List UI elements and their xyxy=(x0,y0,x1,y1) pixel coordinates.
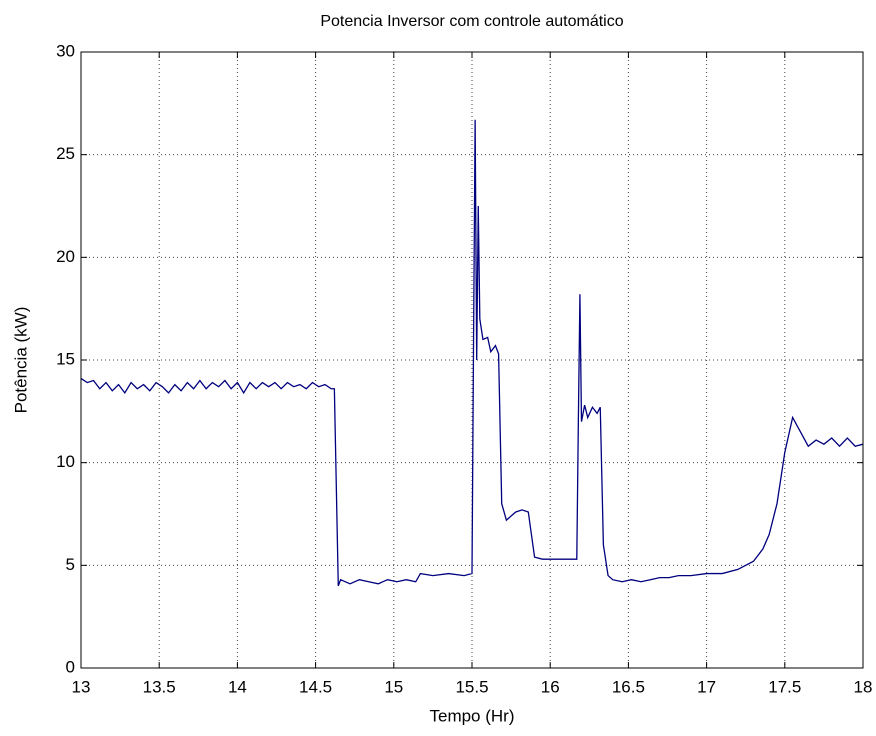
x-tick-label: 17 xyxy=(697,677,716,696)
x-tick-label: 16 xyxy=(541,677,560,696)
x-axis-label: Tempo (Hr) xyxy=(429,706,514,725)
y-tick-label: 30 xyxy=(56,41,75,60)
x-tick-label: 15 xyxy=(384,677,403,696)
y-tick-label: 0 xyxy=(66,657,75,676)
y-tick-label: 15 xyxy=(56,349,75,368)
x-tick-label: 14 xyxy=(228,677,247,696)
y-axis-label: Potência (kW) xyxy=(11,307,30,414)
y-tick-label: 5 xyxy=(66,555,75,574)
y-tick-label: 20 xyxy=(56,247,75,266)
x-tick-label: 13.5 xyxy=(143,677,176,696)
chart-title: Potencia Inversor com controle automátic… xyxy=(320,13,623,30)
x-tick-label: 17.5 xyxy=(768,677,801,696)
x-tick-label: 14.5 xyxy=(299,677,332,696)
x-tick-label: 15.5 xyxy=(455,677,488,696)
x-tick-label: 13 xyxy=(72,677,91,696)
data-line xyxy=(80,119,864,587)
y-tick-label: 10 xyxy=(56,452,75,471)
plot-frame xyxy=(80,51,864,669)
x-tick-label: 18 xyxy=(854,677,873,696)
x-tick-label: 16.5 xyxy=(612,677,645,696)
y-tick-label: 25 xyxy=(56,144,75,163)
